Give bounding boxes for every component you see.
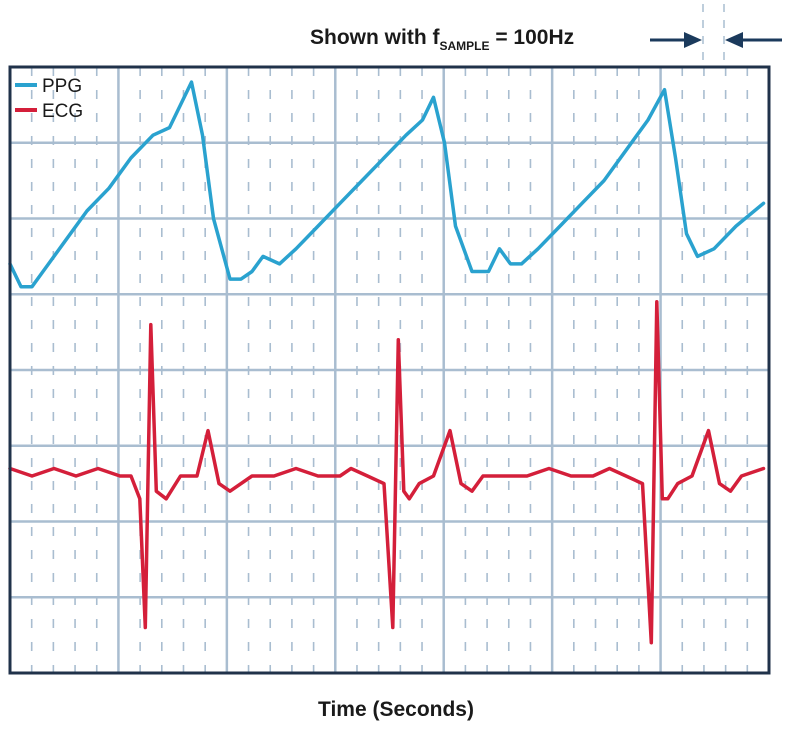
legend-label-ppg: PPG (42, 76, 82, 97)
annotation-subscript: SAMPLE (439, 39, 490, 53)
legend-label-ecg: ECG (42, 101, 83, 122)
plot-frame (8, 65, 771, 675)
x-axis-label: Time (Seconds) (318, 698, 474, 721)
sample-interval-arrows (650, 4, 782, 66)
chart-grid (10, 67, 769, 673)
series-line-ppg (8, 80, 766, 289)
series-line-ecg (8, 300, 766, 645)
annotation-suffix: = 100Hz (489, 26, 575, 49)
legend: PPG ECG (15, 76, 83, 122)
chart-series (8, 80, 766, 645)
annotation-prefix: Shown with f (310, 26, 440, 49)
sample-rate-annotation: Shown with fSAMPLE = 100Hz (310, 26, 574, 53)
arrow-right-icon (684, 32, 702, 48)
arrow-left-icon (725, 32, 743, 48)
